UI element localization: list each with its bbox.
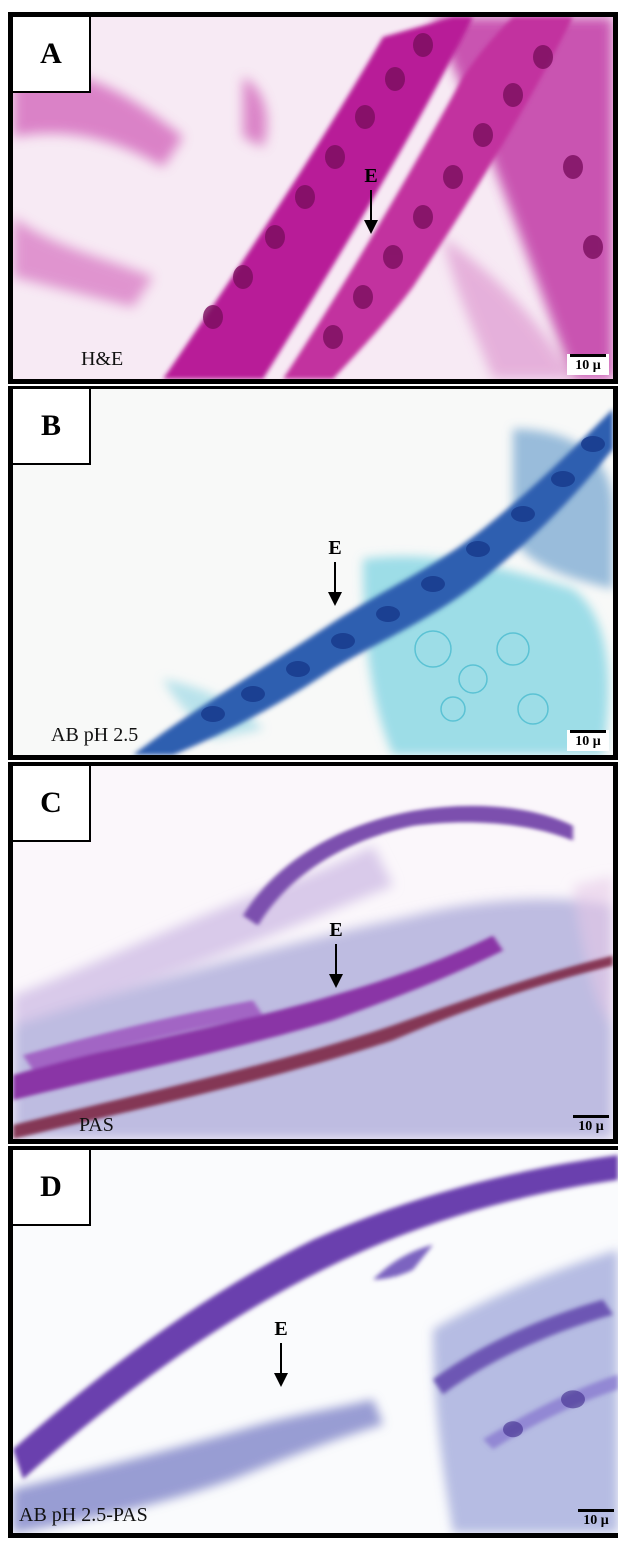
arrow-label: E [274,1318,288,1340]
panel-letter: B [13,389,91,465]
arrow-label: E [329,919,343,941]
epithelium-arrow: E [271,1318,291,1387]
alcian-blue-tissue-image [13,389,613,755]
scale-bar-label: 10 μ [583,1513,609,1528]
he-tissue-image [13,17,613,379]
micrograph-panel-d: D E AB pH 2.5-PAS 10 μ [8,1146,618,1538]
micrograph-panel-b: B E AB pH 2.5 10 μ [8,386,618,760]
scale-bar: 10 μ [567,354,609,375]
pas-tissue-image [13,766,613,1139]
arrow-down-icon [335,944,337,974]
micrograph-panel-c: C E PAS 10 μ [8,762,618,1144]
arrow-label: E [328,537,342,559]
scale-bar-label: 10 μ [575,734,601,749]
arrow-down-icon [280,1343,282,1373]
micrograph-panel-a: A E H&E 10 μ [8,12,618,384]
scale-bar: 10 μ [578,1509,614,1529]
stain-label: AB pH 2.5 [51,724,139,746]
scale-bar-label: 10 μ [575,358,601,373]
panel-letter: D [13,1150,91,1226]
arrow-down-icon [370,190,372,220]
panel-letter: A [13,17,91,93]
epithelium-arrow: E [326,919,346,988]
stain-label: PAS [79,1114,114,1136]
scale-bar-label: 10 μ [578,1119,604,1134]
stain-label: H&E [81,348,124,370]
epithelium-arrow: E [361,165,381,234]
stain-label: AB pH 2.5-PAS [19,1504,148,1526]
ab-pas-tissue-image [13,1150,618,1533]
scale-bar: 10 μ [573,1115,609,1135]
arrow-label: E [364,165,378,187]
epithelium-arrow: E [325,537,345,606]
arrow-down-icon [334,562,336,592]
scale-bar: 10 μ [567,730,609,751]
panel-letter: C [13,766,91,842]
